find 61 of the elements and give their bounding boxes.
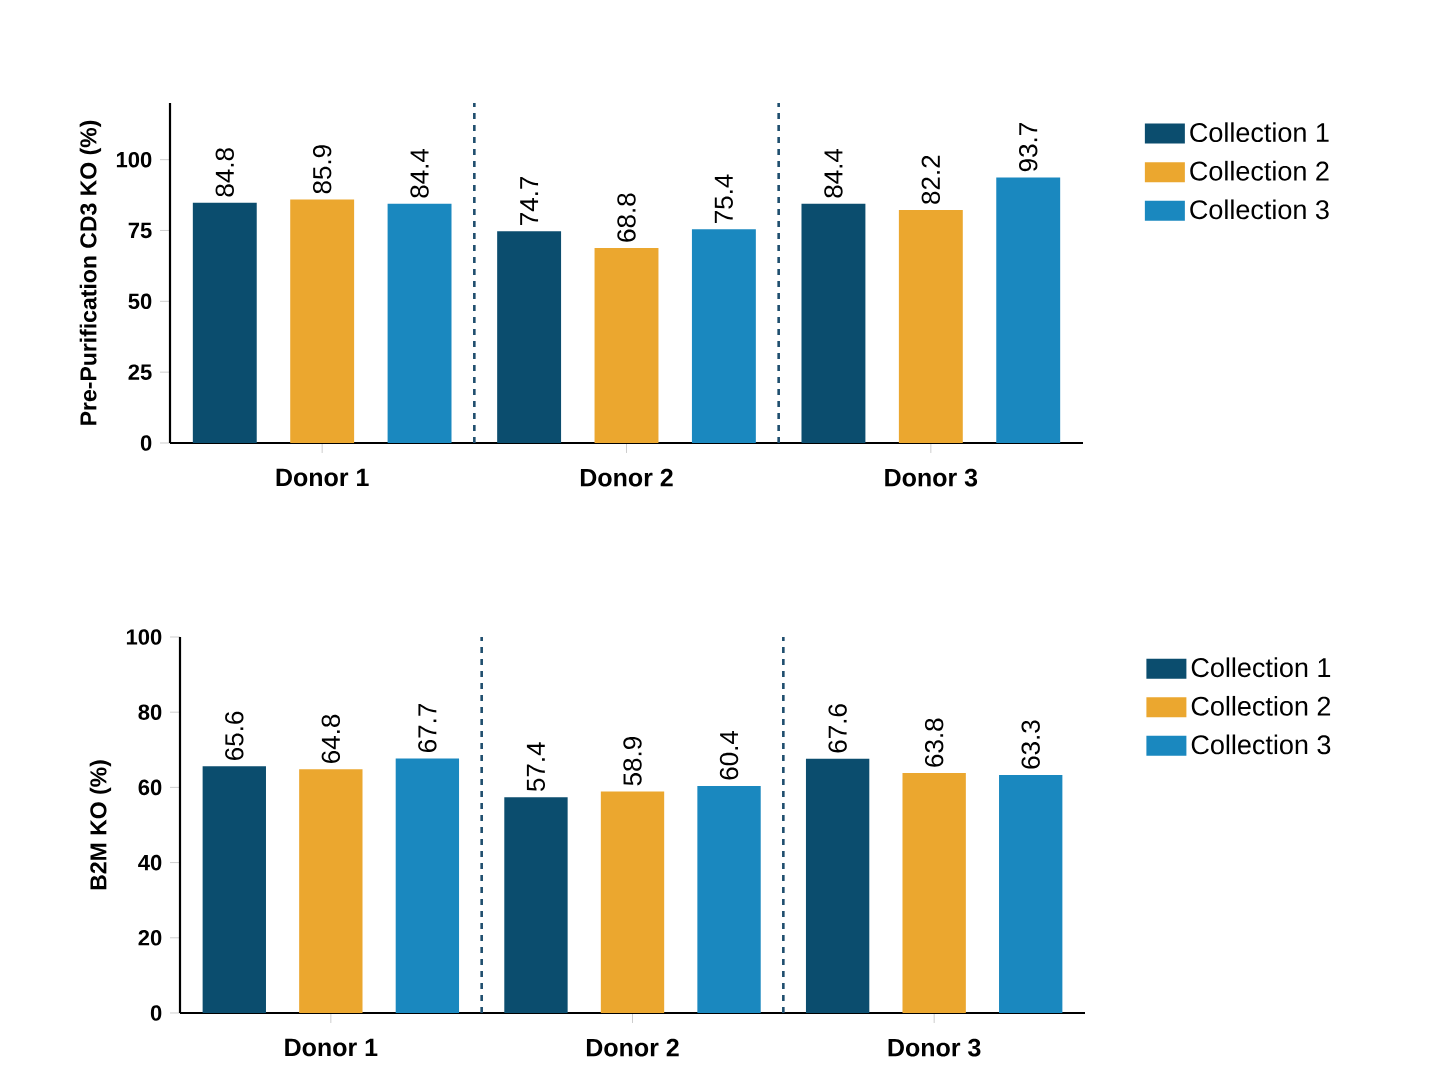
bar (504, 797, 568, 1013)
legend-label: Collection 1 (1191, 657, 1331, 678)
y-tick-label: 40 (138, 854, 162, 871)
legend-label: Collection 3 (1191, 734, 1331, 755)
data-label: 67.6 (828, 704, 847, 753)
data-label: 60.4 (719, 730, 739, 780)
data-label: 63.3 (1021, 720, 1040, 769)
bar (299, 769, 363, 1013)
data-label: 68.8 (617, 193, 636, 242)
y-tick-label: 100 (126, 629, 162, 645)
y-tick-label: 0 (140, 435, 152, 451)
x-tick-label: Donor 1 (276, 468, 369, 487)
bar (600, 791, 665, 1013)
bar (999, 774, 1063, 1013)
data-label: 65.6 (225, 711, 244, 760)
y-tick-label: 60 (138, 779, 162, 796)
y-tick-label: 0 (150, 1005, 162, 1021)
bar (395, 758, 460, 1013)
data-label: 74.7 (520, 176, 539, 225)
x-tick-label: Donor 3 (888, 1038, 981, 1057)
bar (691, 229, 756, 443)
y-tick-label: 75 (128, 222, 152, 239)
data-label: 84.8 (215, 148, 234, 197)
data-label: 82.2 (921, 155, 941, 204)
legend-label: Collection 1 (1190, 122, 1329, 143)
data-label: 58.9 (623, 737, 642, 786)
data-label: 93.7 (1019, 123, 1038, 172)
x-tick-label: Donor 2 (580, 468, 673, 487)
bar (497, 231, 562, 443)
bar (902, 773, 966, 1013)
y-tick-label: 80 (138, 704, 162, 720)
legend-label: Collection 2 (1190, 160, 1329, 181)
y-tick-label: 20 (138, 930, 162, 946)
data-label: 84.4 (410, 148, 429, 198)
x-tick-label: Donor 1 (285, 1038, 378, 1057)
data-label: 75.4 (714, 174, 733, 223)
x-tick-label: Donor 2 (586, 1038, 679, 1057)
data-label: 84.4 (824, 148, 843, 198)
bar (202, 766, 266, 1013)
y-tick-label: 25 (128, 364, 152, 380)
bar (594, 248, 659, 443)
bar (192, 202, 257, 443)
bar (290, 199, 355, 443)
legend-label: Collection 2 (1191, 695, 1331, 716)
x-tick-label: Donor 3 (885, 468, 978, 487)
y-tick-label: 100 (116, 151, 152, 168)
bar (801, 203, 866, 443)
bar (898, 210, 963, 443)
bar (805, 758, 870, 1013)
y-tick-label: 50 (128, 293, 152, 310)
data-label: 64.8 (321, 714, 341, 763)
bar (996, 177, 1061, 443)
data-label: 63.8 (924, 718, 944, 767)
data-label: 57.4 (526, 742, 546, 792)
bar (697, 785, 761, 1013)
legend-label: Collection 3 (1190, 199, 1329, 220)
bar (387, 203, 452, 443)
data-label: 85.9 (312, 145, 332, 194)
y-axis-title: Pre-Purification CD3 KO (%) (79, 120, 102, 425)
y-axis-title: B2M KO (%) (89, 760, 112, 890)
data-label: 67.7 (418, 704, 437, 753)
